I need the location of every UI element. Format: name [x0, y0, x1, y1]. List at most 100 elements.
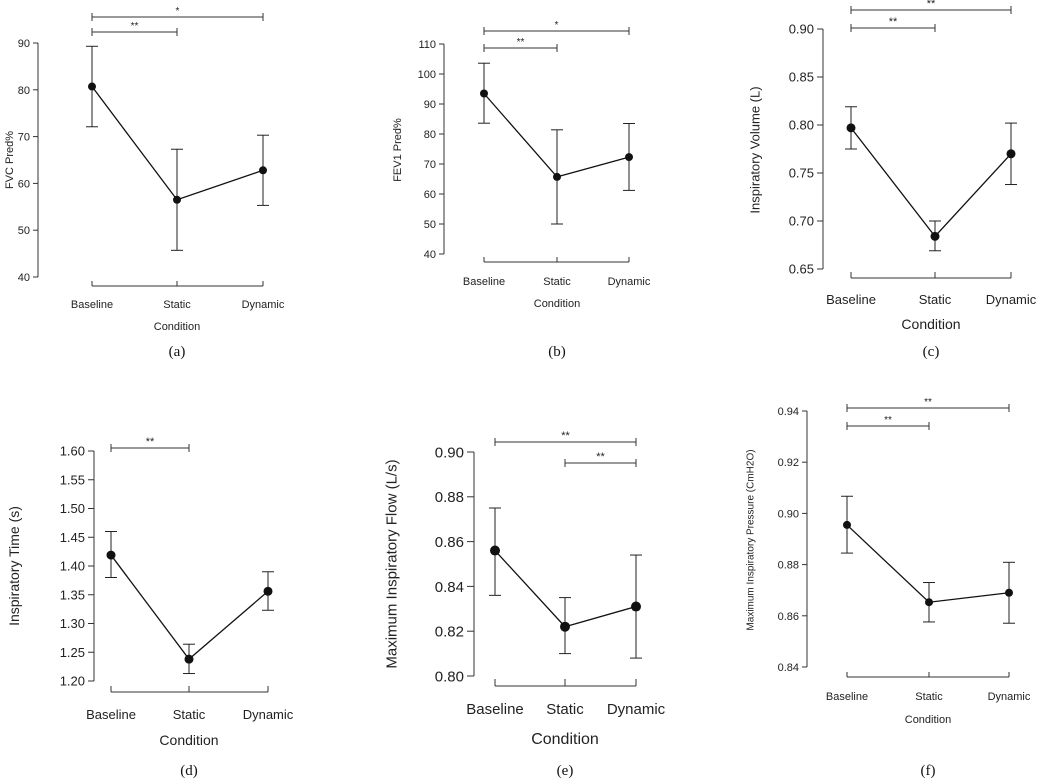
y-tick-label: 1.60	[60, 444, 85, 459]
y-tick-label: 40	[424, 249, 436, 261]
panel-label-d: (d)	[180, 763, 198, 779]
y-tick-label: 80	[424, 129, 436, 141]
data-point-dynamic	[631, 601, 641, 612]
data-point-static	[553, 172, 561, 181]
y-tick-label: 110	[418, 39, 436, 51]
y-tick-label: 1.55	[60, 472, 85, 487]
y-tick-label: 0.92	[778, 457, 799, 469]
y-tick-label: 0.88	[778, 560, 799, 572]
x-axis-title: Condition	[154, 321, 200, 333]
y-tick-label: 50	[18, 225, 30, 237]
x-tick-label-baseline: Baseline	[463, 276, 505, 288]
y-tick-label: 0.70	[789, 214, 814, 229]
significance-label: **	[146, 436, 155, 448]
y-tick-label: 1.30	[60, 616, 85, 631]
data-point-baseline	[490, 545, 500, 556]
panel-label-e: (e)	[557, 763, 574, 779]
y-tick-label: 70	[424, 159, 436, 171]
chart-panel-e: 0.80 0.82 0.84 0.86 0.88 0.90 Baseline Static Dy…	[384, 430, 666, 779]
data-point-dynamic	[1005, 588, 1013, 597]
data-point-static	[184, 654, 194, 664]
significance-label: **	[131, 21, 139, 32]
series-line	[110, 554, 269, 661]
data-point-baseline	[480, 89, 488, 98]
x-tick-label-static: Static	[915, 691, 943, 703]
y-tick-label: 0.86	[435, 534, 464, 551]
y-tick-label: 0.88	[435, 489, 464, 506]
y-axis-title: Maximum Inspiratory Pressure (CmH2O)	[746, 449, 757, 630]
data-point-dynamic	[259, 166, 267, 175]
y-tick-label: 60	[424, 189, 436, 201]
y-tick-label: 0.84	[778, 662, 799, 674]
y-axis-title: Inspiratory Volume (L)	[748, 86, 763, 213]
chart-panel-b: 40 50 60 70 80 90 100 110 Baseline Static Dynamic C…	[392, 20, 651, 360]
x-axis-title: Condition	[531, 731, 599, 748]
x-tick-label-dynamic: Dynamic	[242, 299, 285, 311]
data-point-dynamic	[625, 153, 633, 162]
significance-label: **	[561, 430, 570, 442]
significance-label: **	[924, 397, 932, 408]
significance-label: **	[927, 0, 936, 10]
data-point-baseline	[843, 520, 851, 529]
data-point-static	[925, 598, 933, 607]
data-point-dynamic	[263, 586, 273, 596]
x-tick-label-baseline: Baseline	[826, 292, 876, 307]
y-tick-label: 0.85	[789, 70, 814, 85]
y-tick-label: 90	[424, 99, 436, 111]
chart-panel-c: 0.65 0.70 0.75 0.80 0.85 0.90 Baseline Static Dy…	[748, 0, 1037, 360]
x-tick-label-static: Static	[173, 707, 206, 722]
y-axis-title: FEV1 Pred%	[392, 118, 404, 182]
data-point-baseline	[88, 82, 96, 91]
significance-label: *	[176, 6, 180, 17]
x-tick-label-dynamic: Dynamic	[607, 701, 666, 718]
data-point-static	[560, 621, 570, 632]
x-tick-label-baseline: Baseline	[71, 299, 113, 311]
chart-panel-d: 1.20 1.25 1.30 1.35 1.40 1.45 1.50 1.55 1.60 Base…	[6, 436, 294, 779]
x-tick-label-static: Static	[543, 276, 571, 288]
y-tick-label: 0.65	[789, 262, 814, 277]
y-tick-label: 1.50	[60, 501, 85, 516]
y-tick-label: 0.80	[435, 668, 464, 685]
y-tick-label: 1.25	[60, 645, 85, 660]
significance-label: **	[884, 415, 892, 426]
data-point-dynamic	[1006, 149, 1016, 159]
y-tick-label: 0.84	[435, 579, 464, 596]
y-tick-label: 0.75	[789, 166, 814, 181]
chart-panel-a: 40 50 60 70 80 90 Baseline Static Dynamic Conditi…	[4, 6, 285, 360]
series-line	[846, 524, 1010, 603]
panel-label-a: (a)	[169, 344, 186, 360]
panel-label-b: (b)	[548, 344, 566, 360]
y-axis-title: FVC Pred%	[4, 131, 16, 189]
y-tick-label: 0.86	[778, 611, 799, 623]
significance-label: **	[517, 37, 525, 48]
x-tick-label-static: Static	[163, 299, 191, 311]
y-tick-label: 0.90	[435, 444, 464, 461]
data-point-baseline	[106, 550, 116, 560]
x-tick-label-dynamic: Dynamic	[243, 707, 294, 722]
x-axis-title: Condition	[534, 298, 580, 310]
significance-label: *	[555, 20, 559, 31]
y-axis-title: Inspiratory Time (s)	[6, 506, 22, 626]
y-tick-label: 1.45	[60, 530, 85, 545]
x-tick-label-baseline: Baseline	[86, 707, 136, 722]
y-tick-label: 0.90	[778, 508, 799, 520]
x-tick-label-static: Static	[546, 701, 584, 718]
y-tick-label: 90	[18, 38, 30, 50]
x-tick-label-dynamic: Dynamic	[988, 691, 1031, 703]
series-line	[850, 127, 1012, 238]
y-tick-label: 100	[418, 69, 436, 81]
panel-label-c: (c)	[923, 344, 940, 360]
chart-panel-f: 0.84 0.86 0.88 0.90 0.92 0.94 Baseline Static Dy…	[746, 397, 1031, 779]
y-tick-label: 0.82	[435, 624, 464, 641]
y-axis-title: Maximum Inspiratory Flow (L/s)	[384, 459, 401, 668]
y-tick-label: 50	[424, 219, 436, 231]
y-tick-label: 0.90	[789, 22, 814, 37]
x-tick-label-dynamic: Dynamic	[986, 292, 1037, 307]
y-tick-label: 1.20	[60, 674, 85, 689]
data-point-baseline	[846, 123, 856, 133]
y-tick-label: 70	[18, 132, 30, 144]
x-axis-title: Condition	[905, 714, 951, 726]
data-point-static	[173, 195, 181, 204]
y-tick-label: 40	[18, 272, 30, 284]
